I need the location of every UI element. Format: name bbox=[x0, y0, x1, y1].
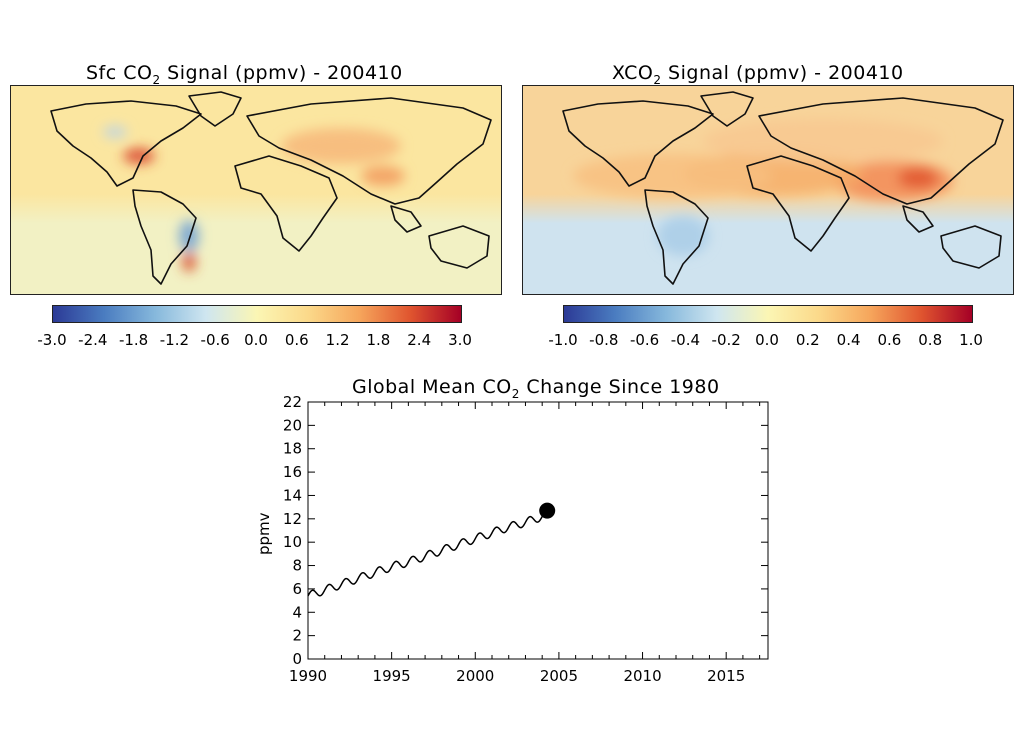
left-colorbar-tick: 0.6 bbox=[284, 331, 309, 349]
right-colorbar-tick: -0.8 bbox=[589, 331, 619, 349]
current-value-marker bbox=[539, 502, 556, 519]
right-colorbar-tick: 1.0 bbox=[959, 331, 983, 349]
right-colorbar-tick: -1.0 bbox=[548, 331, 578, 349]
x-tick-label: 2005 bbox=[540, 667, 578, 685]
y-tick-label: 16 bbox=[283, 463, 302, 481]
y-tick-label: 2 bbox=[292, 627, 302, 645]
coastline bbox=[902, 205, 934, 233]
coastline bbox=[188, 91, 242, 127]
coastline bbox=[132, 189, 197, 285]
y-tick-label: 20 bbox=[283, 416, 302, 434]
signal-patch bbox=[103, 126, 127, 138]
signal-patch bbox=[182, 252, 196, 272]
y-tick-label: 18 bbox=[283, 440, 302, 458]
right-colorbar-tick: 0.0 bbox=[755, 331, 779, 349]
coastline bbox=[940, 225, 1002, 269]
y-tick-label: 6 bbox=[292, 580, 302, 598]
coastline bbox=[246, 97, 492, 205]
map-background bbox=[11, 86, 501, 294]
y-tick-label: 14 bbox=[283, 486, 302, 504]
x-tick-label: 2000 bbox=[456, 667, 494, 685]
coastline bbox=[700, 91, 754, 127]
x-tick-label: 1990 bbox=[289, 667, 327, 685]
right-colorbar-tick: 0.2 bbox=[795, 331, 820, 349]
coastline bbox=[390, 205, 422, 233]
signal-patch bbox=[657, 216, 709, 256]
y-tick-label: 4 bbox=[292, 603, 302, 621]
y-tick-label: 10 bbox=[283, 533, 302, 551]
left-colorbar-tick: 2.4 bbox=[407, 331, 432, 349]
right-colorbar-tick: -0.6 bbox=[629, 331, 660, 349]
coastline bbox=[644, 189, 709, 285]
right-map bbox=[522, 85, 1014, 295]
coastline bbox=[50, 100, 202, 187]
y-tick-label: 22 bbox=[283, 393, 302, 411]
right-colorbar-tick: 0.6 bbox=[877, 331, 902, 349]
left-colorbar-tick: -2.4 bbox=[78, 331, 108, 349]
left-map bbox=[10, 85, 502, 295]
signal-patch bbox=[179, 220, 199, 252]
left-colorbar-tick: 1.8 bbox=[366, 331, 391, 349]
right-colorbar-tick: -0.4 bbox=[670, 331, 701, 349]
y-tick-label: 12 bbox=[283, 510, 302, 528]
coastline bbox=[746, 155, 850, 252]
signal-patch bbox=[898, 168, 938, 188]
x-tick-label: 2015 bbox=[707, 667, 745, 685]
left-colorbar-tick: 0.0 bbox=[244, 331, 268, 349]
x-tick-label: 1995 bbox=[373, 667, 411, 685]
left-colorbar-tick: -0.6 bbox=[200, 331, 230, 349]
left-colorbar-tick: -3.0 bbox=[37, 331, 67, 349]
left-colorbar bbox=[52, 305, 462, 323]
series-line-0 bbox=[307, 508, 548, 597]
y-tick-label: 8 bbox=[292, 557, 302, 575]
coastline bbox=[428, 225, 490, 269]
signal-patch bbox=[573, 154, 773, 198]
y-tick-label: 0 bbox=[292, 650, 302, 668]
plot-frame bbox=[307, 401, 769, 660]
coastline bbox=[758, 97, 1004, 205]
right-colorbar-tick: 0.8 bbox=[918, 331, 943, 349]
signal-patch bbox=[361, 166, 405, 186]
left-map-title: Sfc CO2 Signal (ppmv) - 200410 bbox=[86, 62, 403, 87]
right-colorbar-tick: 0.4 bbox=[836, 331, 861, 349]
left-colorbar-ticks: -3.0 -2.4 -1.8 -1.2 -0.6 0.0 0.6 1.2 1.8 2.4 3.0 bbox=[37, 331, 472, 351]
coastline bbox=[234, 155, 338, 252]
left-colorbar-tick: -1.2 bbox=[159, 331, 190, 349]
chart-title: Global Mean CO2 Change Since 1980 bbox=[352, 376, 720, 401]
right-colorbar-ticks: -1.0 -0.8 -0.6 -0.4 -0.2 0.0 0.2 0.4 0.6 0.8 1.0 bbox=[548, 331, 983, 351]
right-colorbar bbox=[563, 305, 973, 323]
x-tick-label: 2010 bbox=[623, 667, 661, 685]
left-colorbar-tick: 1.2 bbox=[325, 331, 350, 349]
left-colorbar-tick: 3.0 bbox=[448, 331, 472, 349]
signal-patch bbox=[703, 119, 943, 163]
right-map-title: XCO2 Signal (ppmv) - 200410 bbox=[612, 62, 904, 87]
left-colorbar-tick: -1.8 bbox=[118, 331, 149, 349]
right-colorbar-tick: -0.2 bbox=[711, 331, 741, 349]
coastline bbox=[562, 100, 714, 187]
signal-patch bbox=[281, 128, 401, 164]
